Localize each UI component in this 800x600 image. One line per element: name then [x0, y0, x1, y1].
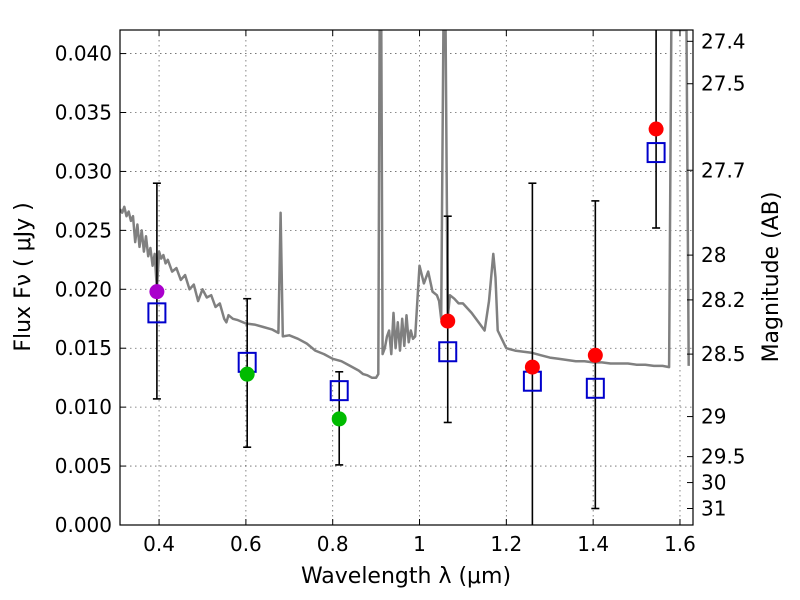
- model-square-5: [585, 377, 605, 399]
- right-tick-label-1: 27.5: [701, 72, 746, 96]
- error-bars: [152, 30, 661, 525]
- y-tick-label-5: 0.025: [55, 218, 112, 242]
- observed-point-5: [587, 347, 603, 363]
- x-tick-label-6: 1.6: [664, 532, 696, 556]
- x-tick-label-0: 0.4: [143, 532, 175, 556]
- plot-frame: [119, 29, 694, 526]
- y-tick-label-3: 0.015: [55, 336, 112, 360]
- observed-point-1: [239, 366, 255, 382]
- right-tick-label-5: 28.5: [701, 342, 746, 366]
- data-markers: [147, 121, 666, 427]
- right-tick-label-8: 30: [701, 471, 726, 495]
- observed-point-4: [524, 359, 540, 375]
- observed-point-6: [648, 121, 664, 137]
- x-tick-label-2: 0.8: [317, 532, 349, 556]
- y-tick-label-6: 0.030: [55, 159, 112, 183]
- observed-point-3: [440, 313, 456, 329]
- axis-ticks: 0.4 0.6 0.8 1 1.2 1.4 1.6 0.000 0.005 0.010 0.015 0…: [55, 29, 746, 556]
- observed-point-2: [331, 411, 347, 427]
- y-axis-right-label: Magnitude (AB): [759, 192, 784, 363]
- right-tick-label-3: 28: [701, 243, 726, 267]
- x-tick-label-5: 1.4: [577, 532, 609, 556]
- y-tick-label-0: 0.000: [55, 513, 112, 537]
- y-tick-label-1: 0.005: [55, 454, 112, 478]
- right-tick-label-7: 29.5: [701, 445, 746, 469]
- x-tick-label-3: 1: [413, 532, 426, 556]
- right-tick-label-9: 31: [701, 497, 726, 521]
- observed-point-0: [149, 284, 165, 300]
- x-tick-label-4: 1.2: [490, 532, 522, 556]
- y-tick-label-7: 0.035: [55, 101, 112, 125]
- model-square-3: [438, 341, 458, 363]
- y-tick-label-2: 0.010: [55, 395, 112, 419]
- model-square-6: [646, 142, 666, 164]
- y-tick-label-4: 0.020: [55, 277, 112, 301]
- y-tick-label-8: 0.040: [55, 42, 112, 66]
- model-square-0: [147, 302, 167, 324]
- grid-lines: [120, 30, 693, 526]
- model-spectrum: [120, 30, 690, 379]
- right-tick-label-0: 27.4: [701, 29, 746, 53]
- x-tick-label-1: 0.6: [230, 532, 262, 556]
- right-tick-label-6: 29: [701, 405, 726, 429]
- right-tick-label-2: 27.7: [701, 158, 746, 182]
- y-axis-label: Flux Fν ( μJy ): [11, 202, 36, 351]
- x-axis-label: Wavelength λ (μm): [301, 564, 511, 589]
- model-spectrum-line: [120, 30, 690, 379]
- right-tick-label-4: 28.2: [701, 288, 746, 312]
- model-square-2: [329, 380, 349, 402]
